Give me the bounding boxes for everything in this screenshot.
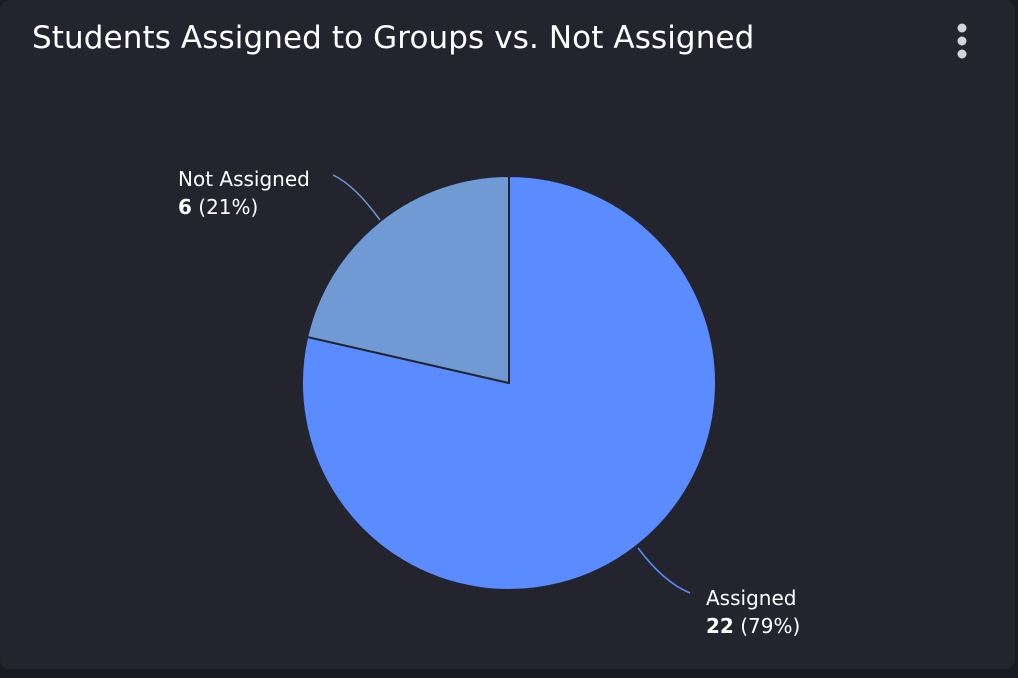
slice-label-assigned: Assigned (706, 586, 796, 610)
more-vertical-icon (957, 23, 967, 59)
pie-slice-not-assigned[interactable] (306, 175, 510, 384)
leader-line-not-assigned (332, 174, 381, 221)
slice-value-assigned: 22 (79%) (706, 614, 800, 638)
slice-label-not-assigned: Not Assigned (178, 167, 310, 191)
pie-slice-assigned[interactable] (301, 175, 717, 591)
more-options-button[interactable] (946, 20, 978, 64)
slice-value-not-assigned: 6 (21%) (178, 195, 258, 219)
chart-title: Students Assigned to Groups vs. Not Assi… (32, 20, 755, 56)
leader-line-assigned (637, 547, 691, 594)
